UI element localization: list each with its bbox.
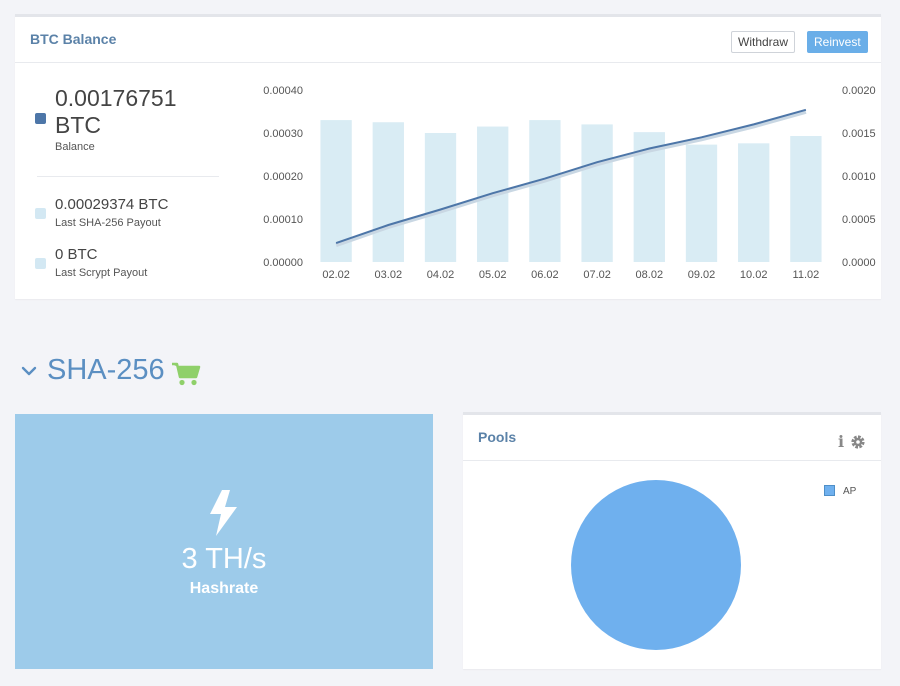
scrypt-payout-label: Last Scrypt Payout (55, 267, 148, 279)
y-left-tick-label: 0.00030 (263, 128, 303, 140)
pools-header: Pools i (463, 415, 881, 461)
pools-title: Pools (478, 429, 517, 445)
chart-bar (790, 136, 822, 262)
withdraw-button[interactable]: Withdraw (731, 31, 796, 53)
btc-balance-title: BTC Balance (30, 31, 117, 47)
y-right-tick-label: 0.0005 (842, 214, 876, 226)
balance-legend-swatch (35, 113, 46, 124)
chart-bar (685, 144, 718, 262)
scrypt-payout-legend-swatch (35, 258, 46, 269)
sha-payout-value: 0.00029374 BTC (55, 196, 169, 213)
x-tick-label: 02.02 (322, 269, 350, 281)
pie-slice[interactable] (571, 480, 741, 650)
bolt-icon (207, 488, 241, 543)
x-tick-label: 04.02 (427, 269, 455, 281)
sha-payout-legend-swatch (35, 208, 46, 219)
y-right-tick-label: 0.0015 (842, 128, 876, 140)
y-right-tick-label: 0.0000 (842, 257, 876, 269)
x-tick-label: 10.02 (740, 269, 768, 281)
y-left-tick-label: 0.00010 (263, 214, 303, 226)
scrypt-payout-value: 0 BTC (55, 246, 98, 263)
chart-line (335, 108, 807, 245)
pools-pie-chart (571, 480, 741, 650)
reinvest-button[interactable]: Reinvest (807, 31, 868, 53)
chart-bar (529, 120, 561, 262)
balance-value: 0.00176751 BTC (55, 85, 177, 138)
btc-balance-panel: BTC Balance Withdraw Reinvest 0.00176751… (15, 14, 881, 299)
balance-label: Balance (55, 141, 95, 153)
chart-bar (372, 122, 404, 262)
x-tick-label: 09.02 (688, 269, 716, 281)
x-tick-label: 05.02 (479, 269, 507, 281)
sha-payout-label: Last SHA-256 Payout (55, 217, 161, 229)
balance-chart: 0.00000 0.00010 0.00020 0.00030 0.00040 0.000… (263, 85, 876, 281)
btc-balance-header: BTC Balance Withdraw Reinvest (15, 17, 881, 63)
chart-bar (581, 124, 613, 263)
hashrate-tile: 3 TH/s Hashrate (15, 414, 433, 669)
y-right-tick-label: 0.0010 (842, 171, 876, 183)
hashrate-label: Hashrate (189, 580, 259, 597)
pools-panel: Pools i AP (463, 412, 881, 669)
x-tick-label: 11.02 (793, 269, 820, 281)
gear-icon[interactable] (850, 434, 866, 455)
cart-icon[interactable] (171, 361, 201, 392)
chart-bar (424, 133, 457, 262)
y-left-tick-label: 0.00000 (263, 257, 303, 269)
chart-bar (738, 143, 770, 262)
chevron-down-icon[interactable] (21, 364, 37, 383)
pool-legend-swatch (824, 485, 835, 496)
balance-divider (37, 176, 219, 177)
info-icon[interactable]: i (838, 432, 845, 451)
sha256-title: SHA-256 (47, 354, 165, 386)
x-tick-label: 06.02 (531, 269, 559, 281)
pool-legend-label: AP (843, 486, 857, 497)
chart-line-shadow (335, 109, 807, 247)
x-tick-label: 07.02 (583, 269, 611, 281)
hashrate-value: 3 TH/s (181, 543, 267, 575)
y-left-tick-label: 0.00040 (263, 85, 303, 97)
chart-bar (320, 120, 352, 262)
y-left-tick-label: 0.00020 (263, 171, 303, 183)
x-tick-label: 08.02 (636, 269, 664, 281)
x-tick-label: 03.02 (375, 269, 403, 281)
y-right-tick-label: 0.0020 (842, 85, 876, 97)
